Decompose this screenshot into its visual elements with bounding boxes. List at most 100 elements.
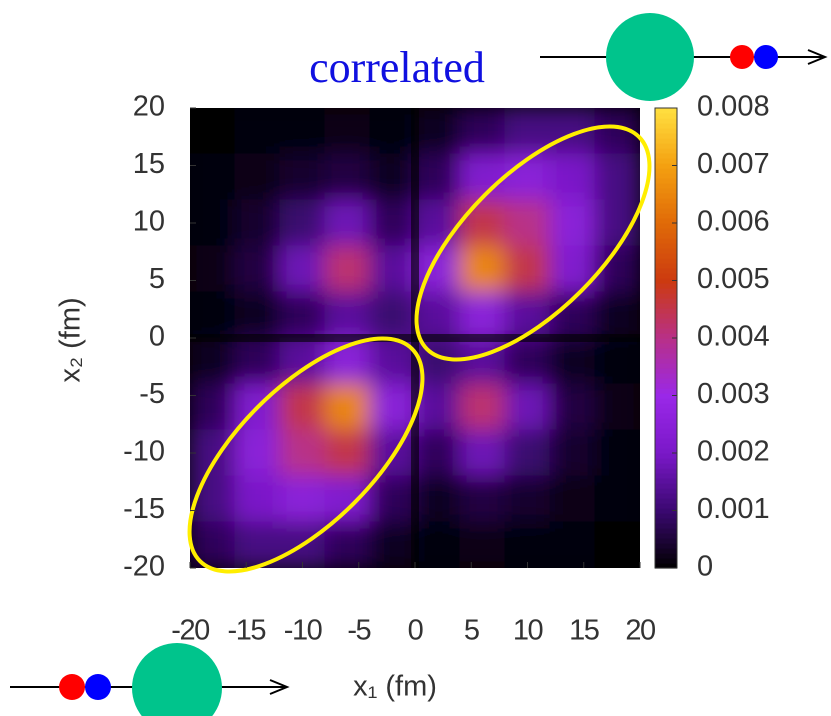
colorbar-segment xyxy=(655,338,677,344)
heatmap-cell xyxy=(279,291,326,339)
heatmap-cell xyxy=(324,245,371,293)
colorbar-segment xyxy=(655,328,677,334)
colorbar-segment xyxy=(655,283,677,289)
heatmap-cell xyxy=(504,383,551,431)
heatmap-cell xyxy=(414,429,461,477)
heatmap-cell xyxy=(234,337,281,385)
colorbar-segment xyxy=(655,518,677,524)
colorbar-segment xyxy=(655,298,677,304)
heatmap-cell xyxy=(279,108,326,155)
heatmap-cell xyxy=(549,199,596,247)
colorbar-segment xyxy=(655,313,677,319)
heatmap-cell xyxy=(414,199,461,247)
y-tick-label: 0 xyxy=(149,321,165,353)
colorbar-segment xyxy=(655,468,677,474)
heatmap-cell xyxy=(549,153,596,201)
colorbar-segment xyxy=(655,403,677,409)
colorbar-segment xyxy=(655,268,677,274)
core-circle xyxy=(606,13,694,101)
y-tick-label: 15 xyxy=(133,148,165,180)
colorbar-segment xyxy=(655,493,677,499)
x-tick-label: 0 xyxy=(408,615,423,647)
colorbar-segment xyxy=(655,273,677,279)
colorbar-segment xyxy=(655,218,677,224)
neutron-circle xyxy=(754,45,778,69)
x-tick-label: -5 xyxy=(347,615,370,647)
colorbar-segment xyxy=(655,258,677,264)
highlight-ellipse xyxy=(187,336,425,574)
heatmap-cell xyxy=(504,429,551,477)
colorbar-segment xyxy=(655,453,677,459)
colorbar-segment xyxy=(655,448,677,454)
heatmap-cell xyxy=(190,429,236,477)
colorbar-segment xyxy=(655,118,677,124)
colorbar-segment xyxy=(655,143,677,149)
colorbar-tick-label: 0.006 xyxy=(697,206,770,238)
heatmap-cell xyxy=(549,429,596,477)
colorbar-segment xyxy=(655,323,677,329)
colorbar-tick-label: 0.002 xyxy=(697,436,770,468)
colorbar-segment xyxy=(655,543,677,549)
y-tick-label: -15 xyxy=(123,493,165,525)
colorbar-segment xyxy=(655,148,677,154)
colorbar-segment xyxy=(655,293,677,299)
colorbar-segment xyxy=(655,423,677,429)
heatmap-cell xyxy=(234,108,281,155)
heatmap-cell xyxy=(504,291,551,339)
colorbar-segment xyxy=(655,208,677,214)
heatmap xyxy=(190,108,640,568)
colorbar-segment xyxy=(655,168,677,174)
heatmap-cell xyxy=(504,337,551,385)
heatmap-cell xyxy=(190,521,236,568)
colorbar-segment xyxy=(655,288,677,294)
colorbar-segment xyxy=(655,363,677,369)
heatmap-cell xyxy=(504,153,551,201)
colorbar-segment xyxy=(655,398,677,404)
y-tick-label: 5 xyxy=(149,263,165,295)
heatmap-cell xyxy=(234,153,281,201)
colorbar-segment xyxy=(655,358,677,364)
colorbar-segment xyxy=(655,533,677,539)
neutron-circle xyxy=(85,674,111,700)
colorbar-segment xyxy=(655,158,677,164)
colorbar-segment xyxy=(655,523,677,529)
colorbar-segment xyxy=(655,478,677,484)
core-circle xyxy=(132,643,222,716)
heatmap-cell xyxy=(234,245,281,293)
heatmap-cell xyxy=(190,245,236,293)
colorbar-segment xyxy=(655,553,677,559)
heatmap-cell xyxy=(504,245,551,293)
heatmap-cell xyxy=(594,291,640,339)
colorbar-tick-label: 0.005 xyxy=(697,263,770,295)
colorbar-tick-label: 0.003 xyxy=(697,378,770,410)
heatmap-cell xyxy=(459,199,506,247)
heatmap-cell xyxy=(190,291,236,339)
heatmap-cell xyxy=(594,383,640,431)
colorbar-segment xyxy=(655,433,677,439)
colorbar-tick-label: 0 xyxy=(697,551,713,583)
heatmap-cell xyxy=(369,108,416,155)
heatmap-cell xyxy=(279,383,326,431)
colorbar-segment xyxy=(655,348,677,354)
heatmap-cell xyxy=(324,153,371,201)
colorbar-segment xyxy=(655,318,677,324)
x-tick-label: 20 xyxy=(625,615,655,647)
colorbar-segment xyxy=(655,173,677,179)
colorbar-tick-label: 0.004 xyxy=(697,321,770,353)
heatmap-cell xyxy=(279,199,326,247)
heatmap-cell xyxy=(459,337,506,385)
colorbar-segment xyxy=(655,368,677,374)
heatmap-cell xyxy=(369,475,416,523)
arrow-head xyxy=(269,679,290,695)
chart-title: correlated xyxy=(309,43,485,92)
proton-circle xyxy=(730,45,754,69)
colorbar-segment xyxy=(655,393,677,399)
colorbar-segment xyxy=(655,458,677,464)
heatmap-cell xyxy=(459,153,506,201)
colorbar-segment xyxy=(655,228,677,234)
colorbar-segment xyxy=(655,388,677,394)
colorbar-segment xyxy=(655,138,677,144)
cluster-diagram-bottom xyxy=(10,643,290,716)
arrow-head xyxy=(807,49,828,65)
